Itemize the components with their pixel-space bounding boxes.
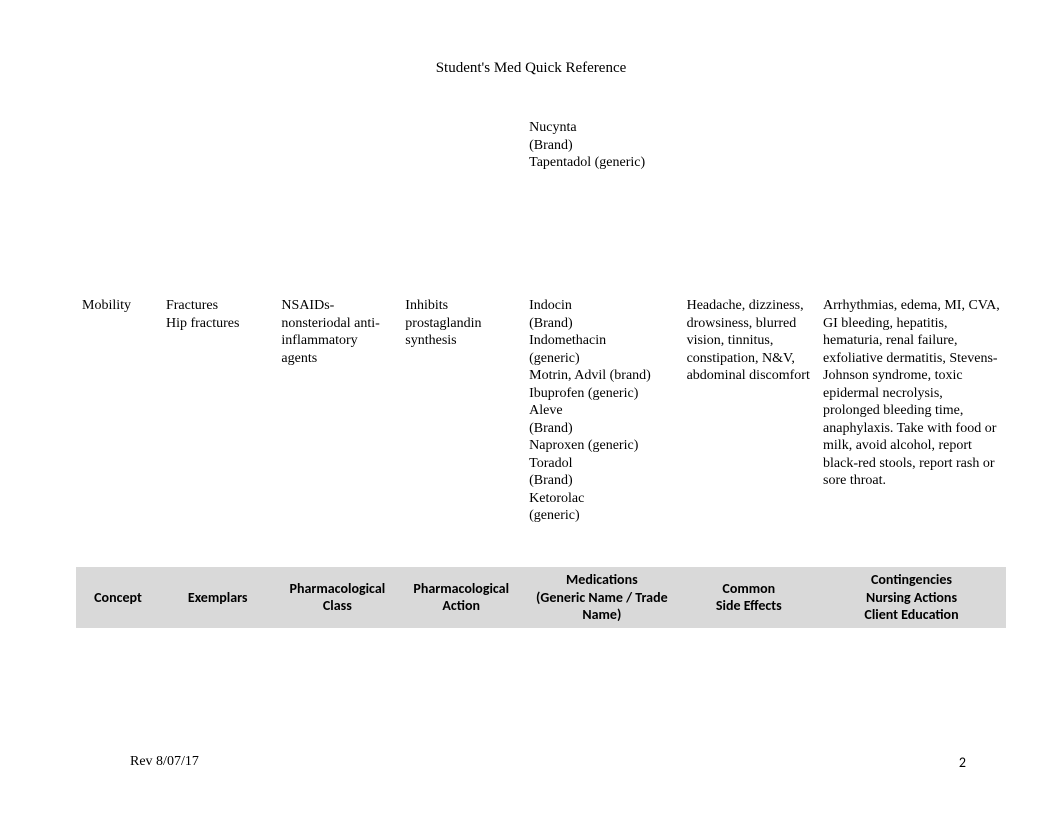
cell-medications: Indocin (Brand) Indomethacin (generic) M…	[523, 293, 680, 567]
cell-side-effects	[681, 115, 817, 293]
cell-exemplars	[160, 115, 275, 293]
header-action: Pharmacological Action	[399, 567, 523, 628]
cell-class	[275, 115, 399, 293]
cell-medications: Nucynta (Brand) Tapentadol (generic)	[523, 115, 680, 293]
page-title: Student's Med Quick Reference	[0, 60, 1062, 77]
cell-action: Inhibits prostaglandin synthesis	[399, 293, 523, 567]
table-row: Mobility Fractures Hip fractures NSAIDs-…	[76, 293, 1006, 567]
header-exemplars: Exemplars	[160, 567, 275, 628]
cell-contingencies	[817, 115, 1006, 293]
reference-table-container: Nucynta (Brand) Tapentadol (generic) Mob…	[76, 115, 1006, 628]
header-contingencies: Contingencies Nursing Actions Client Edu…	[817, 567, 1006, 628]
footer-revision: Rev 8/07/17	[130, 754, 199, 770]
cell-exemplars: Fractures Hip fractures	[160, 293, 275, 567]
cell-action	[399, 115, 523, 293]
table-header-row: Concept Exemplars Pharmacological Class …	[76, 567, 1006, 628]
med-reference-table: Nucynta (Brand) Tapentadol (generic) Mob…	[76, 115, 1006, 628]
footer-page-number: 2	[959, 754, 966, 771]
cell-concept: Mobility	[76, 293, 160, 567]
header-concept: Concept	[76, 567, 160, 628]
header-medications: Medications (Generic Name / Trade Name)	[523, 567, 680, 628]
cell-concept	[76, 115, 160, 293]
cell-side-effects: Headache, dizziness, drowsiness, blurred…	[681, 293, 817, 567]
cell-contingencies: Arrhythmias, edema, MI, CVA, GI bleeding…	[817, 293, 1006, 567]
cell-class: NSAIDs- nonsteriodal anti-inflammatory a…	[275, 293, 399, 567]
header-side-effects: Common Side Effects	[681, 567, 817, 628]
table-row: Nucynta (Brand) Tapentadol (generic)	[76, 115, 1006, 293]
header-class: Pharmacological Class	[275, 567, 399, 628]
